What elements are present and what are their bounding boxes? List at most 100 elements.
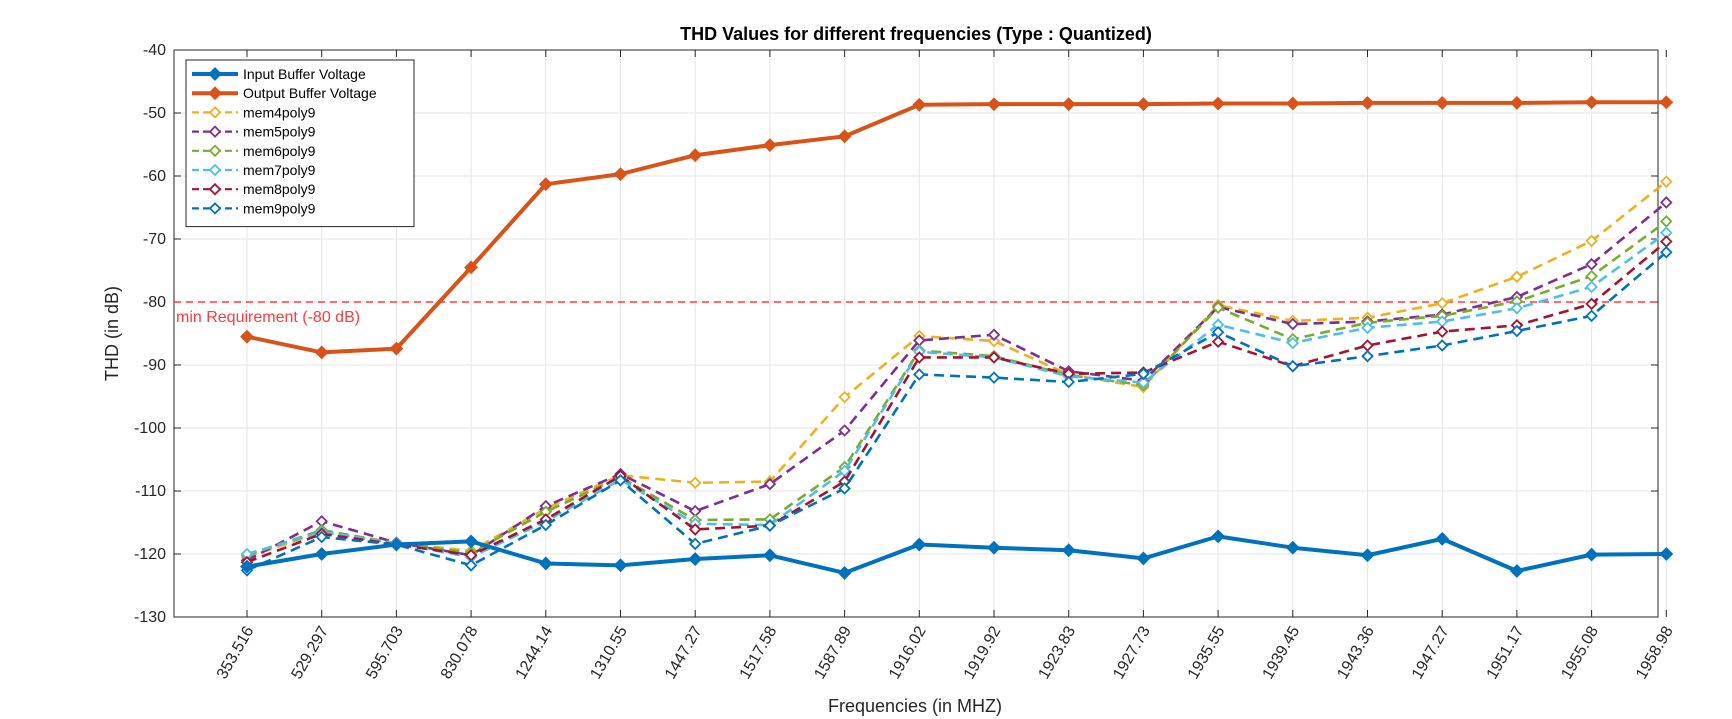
data-point [1361,349,1374,363]
legend-item: Input Buffer Voltage [192,66,366,82]
data-point [912,537,927,552]
legend-label: Output Buffer Voltage [243,85,377,101]
data-point [688,537,702,551]
series-output-buffer-voltage [240,95,1674,360]
data-point [763,519,777,532]
legend-label: Input Buffer Voltage [243,66,366,82]
data-point [688,476,702,490]
data-point [1510,270,1524,284]
data-point [1360,548,1375,563]
data-point [1510,324,1524,338]
data-point [1286,359,1300,373]
data-point [1435,531,1450,546]
data-point [614,474,627,487]
data-point [389,341,404,356]
data-point [1660,196,1673,209]
data-point [1211,529,1226,544]
data-point [987,328,1001,342]
legend-marker [208,144,222,158]
data-point [464,559,478,572]
data-point [1285,540,1300,555]
series-line [246,231,1668,559]
data-point [1435,296,1449,310]
legend-item: mem8poly9 [192,181,316,197]
data-point [762,138,777,153]
data-point [837,565,852,580]
data-point [1360,96,1375,110]
legend-item: mem9poly9 [192,200,316,216]
data-point [913,351,926,364]
y-tick-label: -100 [134,420,166,437]
legend-item: mem6poly9 [192,143,316,159]
legend-marker [208,125,222,138]
data-point [1286,336,1300,350]
data-point [763,477,777,491]
y-axis-title: THD (in dB) [102,286,122,381]
data-point [987,351,1001,364]
data-point [1659,547,1674,561]
data-point [1137,367,1150,381]
data-point [1510,302,1524,315]
legend: Input Buffer Voltage Output Buffer Voltag… [185,59,415,228]
data-point [1136,97,1151,112]
data-point [1211,325,1225,339]
data-point [987,334,1001,348]
data-point [1211,335,1225,348]
data-point [838,424,851,437]
data-point [688,148,703,163]
data-point [1361,321,1374,335]
legend-label: mem5poly9 [243,124,316,140]
legend-item: mem4poly9 [192,104,316,120]
data-point [688,523,702,536]
data-point [688,552,703,566]
data-point [1585,234,1598,248]
data-point [1435,339,1449,352]
data-point [1211,301,1225,314]
y-tick-label: -80 [143,294,166,311]
legend-marker [208,86,222,101]
data-point [613,558,628,573]
series-input-buffer-voltage [240,529,1674,580]
x-axis-title: Frequencies (in MHZ) [828,696,1002,716]
data-point [1585,280,1598,294]
series-line [246,100,1667,355]
data-point [1585,309,1598,323]
data-point [1585,297,1598,311]
series-line [246,240,1668,564]
legend-marker [208,182,222,196]
data-point [987,97,1001,112]
data-point [1585,257,1598,271]
y-tick-label: -70 [143,231,166,248]
data-point [1137,376,1150,389]
y-tick-label: -60 [143,168,166,185]
data-point [1136,551,1151,566]
data-point [464,534,479,549]
data-point [464,260,479,275]
legend-label: mem4poly9 [243,104,316,120]
reference-line-group: min Requirement (-80 dB) [174,301,1658,326]
data-point [987,540,1001,555]
y-tick-label: -130 [134,609,166,626]
data-point [1061,543,1076,558]
data-point [1660,245,1673,259]
legend-box [185,59,415,228]
data-point [1211,96,1226,111]
data-point [1062,375,1075,389]
data-point [1509,564,1524,578]
data-point [913,368,926,381]
data-point [240,329,254,344]
y-tick-label: -40 [143,42,166,59]
data-point [1285,96,1300,111]
data-point [762,548,777,563]
data-point [1061,97,1076,112]
legend-label: mem8poly9 [243,181,316,197]
data-point [1286,317,1300,331]
data-point [613,167,628,182]
data-point [1660,215,1673,228]
data-point [538,177,553,192]
data-point [240,559,254,574]
y-axis: -130 -120 -110 -100 -90 -80 -70 -60 -50 -40 [134,42,1658,626]
data-point [1584,95,1599,110]
data-point [1660,175,1673,188]
data-point [912,97,927,112]
